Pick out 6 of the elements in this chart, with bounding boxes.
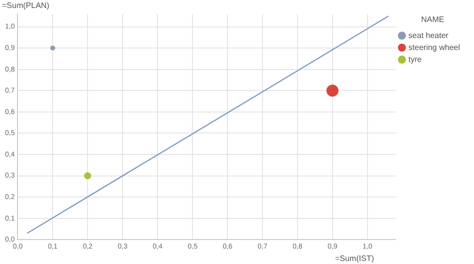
- y-axis-title: =Sum(PLAN): [2, 1, 50, 10]
- legend-label: tyre: [408, 54, 422, 64]
- x-axis-title: =Sum(IST): [335, 254, 374, 263]
- legend-title: NAME: [421, 15, 444, 24]
- legend-label: steering wheel: [408, 42, 460, 52]
- legend-label: seat heater: [408, 30, 449, 40]
